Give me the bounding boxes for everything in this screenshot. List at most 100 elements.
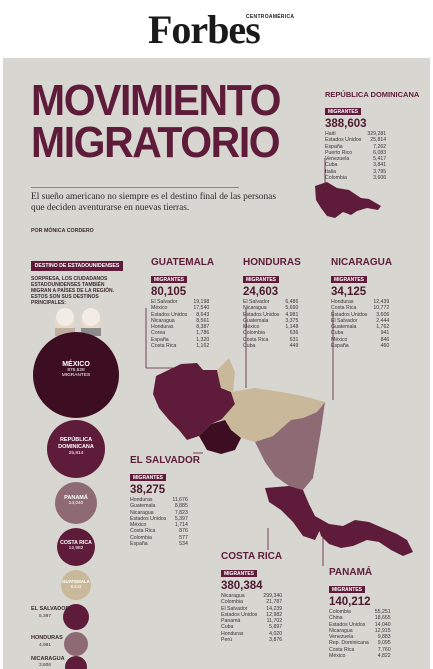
- table-row: Cuba 3,841: [325, 162, 386, 168]
- country-total: 388,603: [325, 118, 367, 130]
- country-name: EL SALVADOR: [130, 455, 201, 466]
- migrants-tag: MIGRANTES: [243, 276, 279, 283]
- table-row: Nicaragua 7,823: [130, 510, 188, 516]
- table-row: Colombia 21,787: [221, 599, 282, 605]
- country-table: El Salvador 6,486 Nicaragua 5,690 Estados …: [243, 299, 298, 349]
- origin-cell: Colombia: [329, 609, 351, 615]
- forbes-logo: Forbes: [148, 7, 261, 52]
- origin-cell: Venezuela: [325, 156, 350, 163]
- country-table: Haití 329,281 Estados Unidos 25,814 España…: [325, 131, 386, 181]
- table-row: Guatemala 1,762: [331, 324, 389, 330]
- table-row: Costa Rica 7,760: [329, 647, 391, 653]
- value-cell: 7,262: [373, 143, 387, 150]
- value-cell: 3,876: [269, 637, 283, 644]
- value-cell: 14,239: [266, 605, 283, 612]
- table-row: Italia 3,795: [325, 169, 386, 175]
- table-row: España 1,320: [151, 337, 209, 343]
- origin-cell: China: [329, 615, 343, 622]
- title-divider: [31, 187, 239, 188]
- subtitle: El sueño americano no siempre es el dest…: [31, 192, 276, 213]
- el-salvador-label: EL SALVADOR: [31, 606, 70, 612]
- value-cell: 631: [289, 336, 299, 343]
- migrants-tag: MIGRANTES: [331, 276, 367, 283]
- table-row: Nicaragua 12,915: [329, 628, 391, 634]
- country-table: Honduras 11,676 Guatemala 8,885 Nicaragua 7…: [130, 497, 188, 547]
- leader-lines: [145, 158, 334, 566]
- country-block-honduras: HONDURAS MIGRANTES 24,603 El Salvador 6,4…: [243, 258, 301, 349]
- country-name: GUATEMALA: [151, 257, 215, 268]
- table-row: Honduras 11,676: [130, 497, 188, 503]
- elderly-couple-icon: [55, 308, 101, 336]
- map-honduras: [221, 388, 325, 442]
- table-row: El Salvador 14,239: [221, 606, 282, 612]
- table-row: Cuba 449: [243, 343, 298, 349]
- table-row: Estados Unidos 12,982: [221, 612, 282, 618]
- value-cell: 19,198: [193, 299, 210, 305]
- value-cell: 534: [179, 541, 188, 548]
- value-cell: 8,561: [196, 317, 210, 324]
- map-panama: [315, 516, 413, 556]
- bubble-mexico: MÉXICO 876,528 MIGRANTES: [33, 332, 119, 418]
- value-cell: 25,814: [370, 137, 387, 144]
- origin-cell: Cuba: [325, 162, 338, 169]
- origin-cell: Costa Rica: [151, 343, 177, 350]
- map-el-salvador: [199, 420, 241, 454]
- country-name: PANAMÁ: [329, 567, 373, 578]
- country-table: Colombia 55,251 China 18,665 Estados Unido…: [329, 609, 391, 659]
- country-total: 140,212: [329, 596, 371, 608]
- value-cell: 9,883: [377, 634, 391, 641]
- bubble-value: 8,643: [70, 584, 82, 589]
- origin-cell: Costa Rica: [329, 646, 355, 653]
- country-total: 34,125: [331, 286, 367, 298]
- map-guatemala: [153, 363, 235, 440]
- table-row: España 7,262: [325, 144, 386, 150]
- value-cell: 11,676: [172, 497, 188, 503]
- value-cell: 4,822: [377, 653, 391, 660]
- table-row: El Salvador 2,444: [331, 318, 389, 324]
- origin-cell: Nicaragua: [151, 317, 175, 324]
- origin-cell: Venezuela: [329, 634, 354, 641]
- origin-cell: Honduras: [331, 299, 354, 305]
- country-block-el-salvador: EL SALVADOR MIGRANTES 38,275 Honduras 11,…: [130, 456, 200, 547]
- page-title: MOVIMIENTO MIGRATORIO: [31, 79, 281, 167]
- origin-cell: Italia: [325, 168, 336, 175]
- country-block-panama: PANAMÁ MIGRANTES 140,212 Colombia 55,251 …: [329, 568, 391, 659]
- origin-cell: Estados Unidos: [221, 611, 258, 618]
- table-row: Estados Unidos 14,040: [329, 622, 391, 628]
- table-row: Cuba 941: [331, 330, 389, 336]
- us-destinations-label: DESTINO DE ESTADOUNIDENSES: [31, 261, 123, 271]
- table-row: Perú 3,876: [221, 637, 282, 643]
- table-row: Costa Rica 876: [130, 528, 188, 534]
- migrants-tag: MIGRANTES: [329, 586, 365, 593]
- map-costa-rica: [265, 486, 321, 540]
- value-cell: 299,340: [263, 593, 283, 599]
- origin-cell: Perú: [221, 637, 232, 644]
- table-row: Honduras 12,439: [331, 299, 389, 305]
- value-cell: 8,643: [196, 311, 210, 318]
- origin-cell: Nicaragua: [243, 305, 267, 312]
- map-belize: [217, 358, 235, 392]
- table-row: Estados Unidos 25,814: [325, 137, 386, 143]
- table-row: Costa Rica 1,162: [151, 343, 209, 349]
- value-cell: 5,690: [285, 305, 299, 312]
- table-row: Honduras 8,387: [151, 324, 209, 330]
- value-cell: 577: [179, 534, 188, 541]
- nicaragua-value: 3,606: [39, 663, 52, 668]
- honduras-label: HONDURAS: [31, 635, 63, 641]
- title-line-2: MIGRATORIO: [31, 118, 281, 167]
- table-row: Colombia 55,251: [329, 609, 391, 615]
- origin-cell: Estados Unidos: [331, 311, 368, 318]
- value-cell: 1,320: [196, 336, 210, 343]
- table-row: Costa Rica 10,772: [331, 305, 389, 311]
- value-cell: 12,915: [374, 627, 391, 634]
- table-row: Cuba 5,897: [221, 624, 282, 630]
- origin-cell: Cuba: [221, 624, 234, 631]
- origin-cell: Guatemala: [130, 503, 156, 510]
- table-row: Guatemala 8,885: [130, 503, 188, 509]
- map-nicaragua: [255, 402, 325, 490]
- value-cell: 3,375: [285, 317, 299, 324]
- bubble-name: GUATEMALA: [62, 579, 90, 584]
- origin-cell: México: [331, 336, 348, 343]
- migrants-tag: MIGRANTES: [325, 108, 361, 115]
- table-row: México 1,148: [243, 324, 298, 330]
